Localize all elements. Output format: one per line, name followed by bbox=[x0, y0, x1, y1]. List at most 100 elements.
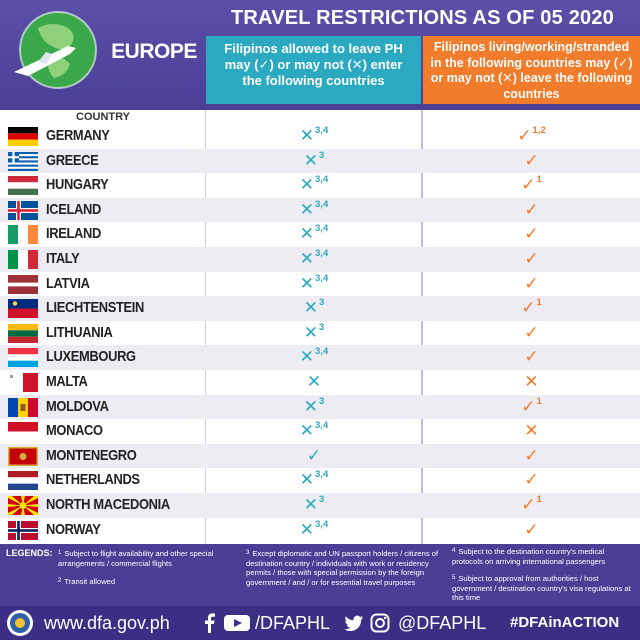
footnote-marker: 3,4 bbox=[315, 247, 329, 259]
hashtag-label: #DFAinACTION bbox=[510, 614, 620, 631]
check-icon: ✓ bbox=[524, 519, 539, 539]
cross-icon: ✕ bbox=[299, 126, 315, 145]
cross-icon: ✕ bbox=[299, 347, 315, 367]
table-row: NORWAY ✕3,4 ✓ bbox=[0, 518, 640, 543]
check-icon: ✓ bbox=[524, 322, 539, 342]
leave-status-cell: ✓ bbox=[423, 198, 640, 223]
enter-status-cell: ✕3,4 bbox=[206, 419, 422, 444]
footnote-marker: 3 bbox=[318, 297, 325, 309]
enter-status-cell: ✕ bbox=[206, 370, 422, 395]
north-macedonia-flag-icon bbox=[8, 495, 38, 515]
globe-airplane-icon bbox=[14, 11, 97, 89]
enter-status-cell: ✕3 bbox=[206, 493, 422, 518]
leave-status-cell: ✓ bbox=[423, 272, 640, 297]
leave-status-cell: ✕ bbox=[423, 370, 640, 395]
table-row: NORTH MACEDONIA ✕3 ✓1 bbox=[0, 492, 640, 518]
table-row: LITHUANIA ✕3 ✓ bbox=[0, 321, 640, 346]
cross-icon: ✕ bbox=[303, 396, 318, 416]
header-banner: EUROPE TRAVEL RESTRICTIONS AS OF 05 2020… bbox=[0, 0, 640, 110]
check-icon: ✓ bbox=[524, 150, 539, 170]
enter-status-cell: ✓ bbox=[206, 444, 422, 469]
cross-icon: ✕ bbox=[299, 470, 315, 490]
table-row: MONTENEGRO ✓ ✓ bbox=[0, 443, 640, 469]
cross-icon: ✕ bbox=[303, 494, 318, 514]
table-row: LUXEMBOURG ✕3,4 ✓ bbox=[0, 345, 640, 370]
moldova-flag-icon bbox=[8, 397, 38, 417]
iceland-flag-icon bbox=[8, 200, 38, 220]
table-row: GERMANY ✕3,4 ✓1,2 bbox=[0, 124, 640, 149]
cross-icon: ✕ bbox=[299, 248, 315, 268]
enter-status-cell: ✕3,4 bbox=[206, 345, 422, 370]
leave-status-cell: ✓ bbox=[423, 247, 640, 272]
leave-status-cell: ✓1 bbox=[423, 493, 640, 518]
country-name: LITHUANIA bbox=[46, 323, 113, 341]
table-row: GREECE ✕3 ✓ bbox=[0, 148, 640, 174]
hungary-flag-icon bbox=[8, 176, 38, 196]
enter-status-cell: ✕3,4 bbox=[206, 222, 422, 247]
footnote-marker: 3,4 bbox=[315, 125, 329, 136]
italy-flag-icon bbox=[8, 249, 38, 269]
table-row: LIECHTENSTEIN ✕3 ✓1 bbox=[0, 296, 640, 321]
footnote-marker: 3,4 bbox=[315, 272, 329, 284]
cross-icon: ✕ bbox=[299, 273, 315, 293]
cross-icon: ✕ bbox=[303, 298, 318, 318]
leave-status-cell: ✓ bbox=[423, 149, 640, 174]
greece-flag-icon bbox=[8, 151, 38, 171]
country-name: GERMANY bbox=[46, 127, 110, 144]
instagram-icon[interactable] bbox=[370, 613, 390, 633]
legend-note-2: 2 Transit allowed bbox=[58, 577, 116, 586]
check-icon: ✓ bbox=[521, 494, 536, 514]
cross-icon: ✕ bbox=[299, 421, 315, 441]
monaco-flag-icon bbox=[8, 422, 38, 442]
country-table: GERMANY ✕3,4 ✓1,2 GREECE ✕3 ✓ HUNGARY ✕3,4 ✓1 ICE… bbox=[0, 124, 640, 542]
check-icon: ✓ bbox=[521, 175, 536, 195]
facebook-handle[interactable]: /DFAPHL bbox=[255, 613, 331, 633]
cross-icon: ✕ bbox=[299, 199, 315, 219]
enter-status-cell: ✕3,4 bbox=[206, 124, 422, 149]
leave-status-cell: ✓ bbox=[423, 444, 640, 469]
table-row: MOLDOVA ✕3 ✓1 bbox=[0, 394, 640, 420]
latvia-flag-icon bbox=[8, 274, 38, 294]
table-row: MONACO ✕3,4 ✕ bbox=[0, 419, 640, 444]
enter-status-cell: ✕3,4 bbox=[206, 272, 422, 297]
germany-flag-icon bbox=[8, 127, 38, 146]
enter-status-cell: ✕3,4 bbox=[206, 247, 422, 272]
table-row: HUNGARY ✕3,4 ✓1 bbox=[0, 173, 640, 198]
twitter-icon[interactable] bbox=[344, 613, 364, 633]
leave-status-cell: ✓1 bbox=[423, 296, 640, 321]
footnote-marker: 1 bbox=[536, 174, 542, 186]
facebook-icon[interactable] bbox=[200, 613, 220, 633]
twitter-handle[interactable]: @DFAPHL bbox=[398, 613, 487, 633]
country-name: MOLDOVA bbox=[46, 397, 109, 415]
column-divider bbox=[421, 104, 423, 544]
check-icon: ✓ bbox=[524, 470, 539, 490]
enter-column-heading: Filipinos allowed to leave PH may (✓) or… bbox=[206, 36, 421, 104]
cross-icon: ✕ bbox=[299, 175, 315, 195]
enter-status-cell: ✕3 bbox=[206, 296, 422, 321]
footnote-marker: 3,4 bbox=[315, 518, 329, 530]
country-name: LIECHTENSTEIN bbox=[46, 299, 145, 317]
website-link[interactable]: www.dfa.gov.ph bbox=[44, 613, 170, 633]
youtube-icon[interactable] bbox=[224, 613, 250, 633]
cross-icon: ✕ bbox=[524, 371, 539, 391]
country-column-heading: COUNTRY bbox=[76, 111, 130, 123]
country-name: MONACO bbox=[46, 422, 103, 440]
check-icon: ✓ bbox=[517, 126, 532, 145]
check-icon: ✓ bbox=[524, 248, 539, 268]
page-title: TRAVEL RESTRICTIONS AS OF 05 2020 bbox=[231, 7, 614, 29]
country-name: LUXEMBOURG bbox=[46, 348, 136, 366]
footnote-marker: 3,4 bbox=[315, 198, 329, 210]
table-row: NETHERLANDS ✕3,4 ✓ bbox=[0, 468, 640, 493]
legends-label: LEGENDS: bbox=[6, 548, 53, 558]
ireland-flag-icon bbox=[8, 225, 38, 245]
cross-icon: ✕ bbox=[524, 421, 539, 441]
table-row: LATVIA ✕3,4 ✓ bbox=[0, 272, 640, 297]
legends-panel: LEGENDS: 1 Subject to flight availability… bbox=[0, 544, 640, 606]
country-name: LATVIA bbox=[46, 274, 90, 292]
footnote-marker: 3,4 bbox=[315, 346, 329, 358]
enter-status-cell: ✕3,4 bbox=[206, 518, 422, 543]
column-divider bbox=[205, 104, 206, 544]
footnote-marker: 1 bbox=[536, 297, 542, 309]
footnote-marker: 3 bbox=[318, 395, 325, 407]
table-row: MALTA ✕ ✕ bbox=[0, 370, 640, 395]
